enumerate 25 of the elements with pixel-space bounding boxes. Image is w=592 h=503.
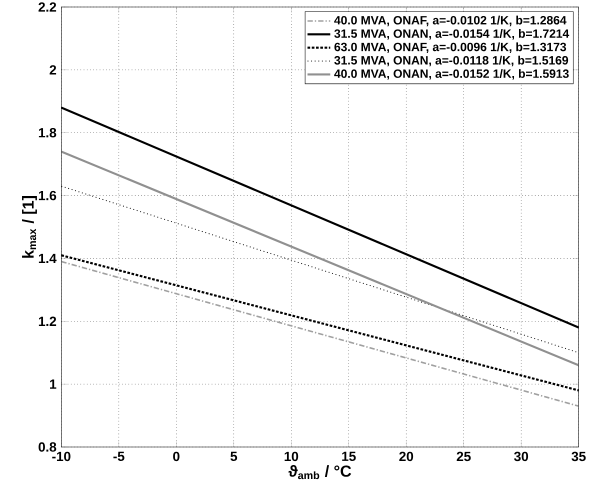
x-tick-label: 0 [173, 452, 180, 462]
x-tick-label: 30 [514, 452, 528, 462]
legend-label: 31.5 MVA, ONAN, a=-0.0154 1/K, b=1.7214 [334, 29, 570, 40]
y-tick-label: 1 [50, 380, 56, 389]
y-tick-label: 1.6 [38, 190, 56, 200]
x-tick-label: 10 [284, 452, 298, 462]
x-tick-label: 15 [342, 452, 356, 462]
x-tick-label: 20 [399, 452, 414, 462]
x-tick-label: -5 [113, 452, 124, 462]
legend-label: 40.0 MVA, ONAF, a=-0.0102 1/K, b=1.2864 [334, 16, 566, 26]
y-tick-label: 1.2 [38, 316, 56, 326]
y-tick-label: 1.8 [38, 128, 56, 138]
legend-label: 63.0 MVA, ONAF, a=-0.0096 1/K, b=1.3173 [334, 42, 566, 53]
y-tick-label: 0.8 [38, 442, 56, 452]
x-tick-label: -10 [52, 452, 70, 462]
x-tick-label: 5 [230, 452, 238, 462]
legend-label: 31.5 MVA, ONAN, a=-0.0118 1/K, b=1.5169 [334, 56, 568, 66]
x-axis-title: ϑ$_{amb}$ / °C [288, 464, 352, 480]
x-tick-label: 25 [456, 452, 471, 462]
y-tick-label: 2.2 [38, 2, 56, 12]
y-tick-label: 1.4 [38, 254, 57, 264]
y-tick-label: 2 [50, 65, 56, 75]
legend-label: 40.0 MVA, ONAN, a=-0.0152 1/K, b=1.5913 [334, 69, 569, 80]
y-axis-title: k$_{max}$ / [1] [22, 196, 37, 258]
x-tick-label: 35 [572, 452, 586, 462]
